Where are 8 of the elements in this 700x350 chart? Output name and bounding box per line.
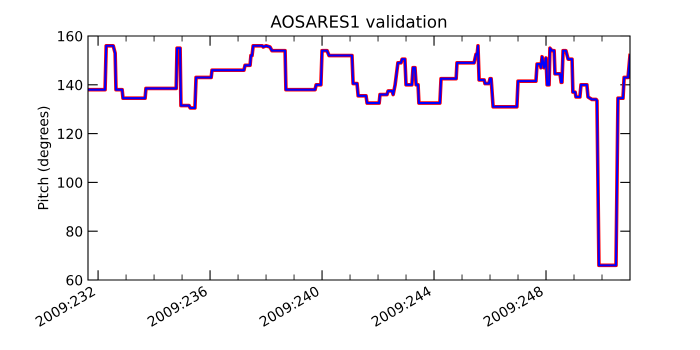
y-tick-label: 140 [58, 80, 82, 90]
y-tick-label: 120 [58, 128, 82, 140]
y-tick-label: 80 [66, 226, 82, 237]
y-tick-label: 100 [58, 177, 82, 188]
y-tick-label: 160 [58, 30, 82, 42]
chart-title: AOSARES1 validation [270, 15, 446, 28]
y-axis-title: Pitch (degrees) [38, 106, 52, 210]
y-tick-label: 60 [66, 274, 82, 286]
